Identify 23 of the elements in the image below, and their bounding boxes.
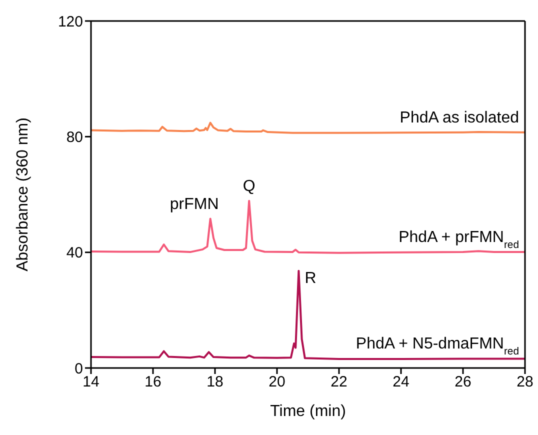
- y-tick-label: 120: [58, 13, 83, 30]
- line-series: [91, 122, 525, 134]
- x-tick-label: 18: [206, 374, 224, 391]
- x-tick-label: 20: [268, 374, 286, 391]
- x-tick-label: 14: [82, 374, 100, 391]
- series-label: PhdA + prFMN$_{red}$: [398, 229, 520, 251]
- x-tick-label: 26: [454, 374, 472, 391]
- y-tick-label: 80: [66, 128, 83, 146]
- y-axis-title: Absorbance (360 nm): [14, 118, 32, 272]
- annotation: prFMN: [170, 196, 219, 213]
- line-series: [91, 270, 525, 360]
- series-label: PhdA + N5-dmaFMN$_{red}$: [356, 336, 520, 358]
- series-label: PhdA as isolated: [400, 109, 519, 126]
- x-tick-label: 22: [330, 374, 348, 391]
- y-tick-label: 0: [74, 360, 83, 378]
- annotation: Q: [242, 178, 256, 195]
- x-axis-title: Time (min): [270, 403, 346, 420]
- x-tick-label: 16: [144, 374, 162, 391]
- annotation: R: [304, 270, 316, 287]
- y-tick-label: 40: [66, 244, 83, 262]
- line-series: [91, 200, 525, 254]
- x-tick-label: 24: [392, 374, 410, 391]
- x-tick-label: 28: [516, 374, 534, 391]
